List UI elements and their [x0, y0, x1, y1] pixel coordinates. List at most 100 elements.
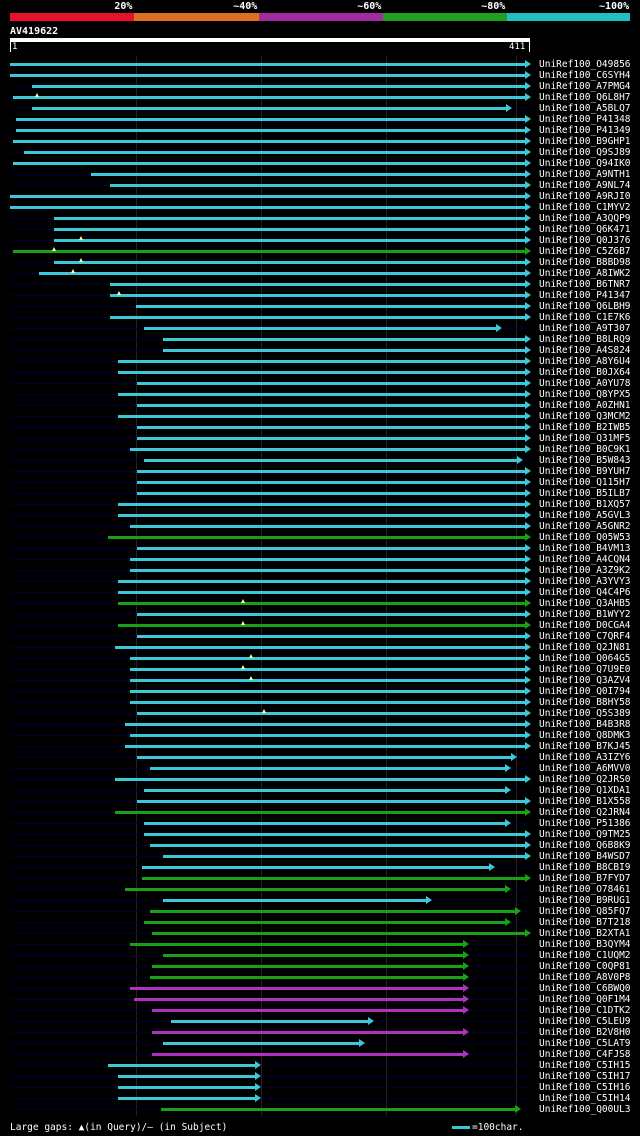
hit-name-link[interactable]: UniRef100_A5GNR2	[539, 521, 631, 532]
hit-name-link[interactable]: UniRef100_A8IWK2	[539, 268, 631, 279]
hit-name-link[interactable]: UniRef100_A8Y6U4	[539, 356, 631, 367]
hit-name-link[interactable]: UniRef100_B4WSD7	[539, 851, 631, 862]
hit-row: UniRef100_Q7U9E0	[0, 664, 640, 675]
hit-name-link[interactable]: UniRef100_Q0F1M4	[539, 994, 631, 1005]
hit-name-link[interactable]: UniRef100_Q0J376	[539, 235, 631, 246]
hit-name-link[interactable]: UniRef100_B0JX64	[539, 367, 631, 378]
hit-name-link[interactable]: UniRef100_A3Z9K2	[539, 565, 631, 576]
hit-name-link[interactable]: UniRef100_Q3AHB5	[539, 598, 631, 609]
hit-name-link[interactable]: UniRef100_C1MYV2	[539, 202, 631, 213]
hit-name-link[interactable]: UniRef100_B2V8H0	[539, 1027, 631, 1038]
hit-name-link[interactable]: UniRef100_A3YVY3	[539, 576, 631, 587]
hit-name-link[interactable]: UniRef100_B8CBI9	[539, 862, 631, 873]
hit-name-link[interactable]: UniRef100_C5IH17	[539, 1071, 631, 1082]
hit-name-link[interactable]: UniRef100_Q00UL3	[539, 1104, 631, 1115]
hit-name-link[interactable]: UniRef100_P41349	[539, 125, 631, 136]
hit-name-link[interactable]: UniRef100_Q6B8K9	[539, 840, 631, 851]
hit-name-link[interactable]: UniRef100_A9T307	[539, 323, 631, 334]
hit-name-link[interactable]: UniRef100_P41347	[539, 290, 631, 301]
hit-name-link[interactable]: UniRef100_A3QQP9	[539, 213, 631, 224]
arrow-head-icon	[525, 137, 531, 145]
hit-name-link[interactable]: UniRef100_C6SYH4	[539, 70, 631, 81]
hit-name-link[interactable]: UniRef100_B4B3R8	[539, 719, 631, 730]
hit-name-link[interactable]: UniRef100_Q9TM25	[539, 829, 631, 840]
hit-name-link[interactable]: UniRef100_B0C9K1	[539, 444, 631, 455]
hit-name-link[interactable]: UniRef100_B2XTA1	[539, 928, 631, 939]
hit-name-link[interactable]: UniRef100_B1WYY2	[539, 609, 631, 620]
hit-name-link[interactable]: UniRef100_P51386	[539, 818, 631, 829]
hit-name-link[interactable]: UniRef100_B7T218	[539, 917, 631, 928]
alignment-bar	[10, 74, 526, 77]
hit-name-link[interactable]: UniRef100_Q9SJ89	[539, 147, 631, 158]
hit-name-link[interactable]: UniRef100_Q8YPX5	[539, 389, 631, 400]
hit-name-link[interactable]: UniRef100_B8HY58	[539, 697, 631, 708]
hit-name-link[interactable]: UniRef100_A9NTH1	[539, 169, 631, 180]
hit-name-link[interactable]: UniRef100_Q5S389	[539, 708, 631, 719]
hit-name-link[interactable]: UniRef100_B5ILB7	[539, 488, 631, 499]
hit-name-link[interactable]: UniRef100_Q3AZV4	[539, 675, 631, 686]
hit-name-link[interactable]: UniRef100_Q1XDA1	[539, 785, 631, 796]
hit-name-link[interactable]: UniRef100_A9NL74	[539, 180, 631, 191]
hit-name-link[interactable]: UniRef100_O78461	[539, 884, 631, 895]
hit-name-link[interactable]: UniRef100_A6MVV0	[539, 763, 631, 774]
hit-name-link[interactable]: UniRef100_C5LAT9	[539, 1038, 631, 1049]
hit-name-link[interactable]: UniRef100_Q2JN81	[539, 642, 631, 653]
arrow-head-icon	[511, 753, 518, 761]
hit-name-link[interactable]: UniRef100_B1XQ57	[539, 499, 631, 510]
hit-name-link[interactable]: UniRef100_C4FJS8	[539, 1049, 631, 1060]
hit-name-link[interactable]: UniRef100_B7FYD7	[539, 873, 631, 884]
hit-name-link[interactable]: UniRef100_Q6LBH9	[539, 301, 631, 312]
hit-name-link[interactable]: UniRef100_Q6K471	[539, 224, 631, 235]
hit-name-link[interactable]: UniRef100_C5LEU9	[539, 1016, 631, 1027]
hit-name-link[interactable]: UniRef100_Q2JRS0	[539, 774, 631, 785]
hit-name-link[interactable]: UniRef100_O49856	[539, 59, 631, 70]
hit-name-link[interactable]: UniRef100_B5W843	[539, 455, 631, 466]
hit-name-link[interactable]: UniRef100_B4VM13	[539, 543, 631, 554]
hit-name-link[interactable]: UniRef100_Q8DMK3	[539, 730, 631, 741]
hit-name-link[interactable]: UniRef100_A9RJI0	[539, 191, 631, 202]
hit-name-link[interactable]: UniRef100_A3IZY6	[539, 752, 631, 763]
hit-name-link[interactable]: UniRef100_B2IWB5	[539, 422, 631, 433]
hit-name-link[interactable]: UniRef100_C5IH14	[539, 1093, 631, 1104]
hit-name-link[interactable]: UniRef100_A4S824	[539, 345, 631, 356]
hit-name-link[interactable]: UniRef100_A8V0P8	[539, 972, 631, 983]
hit-name-link[interactable]: UniRef100_Q2JRN4	[539, 807, 631, 818]
hit-name-link[interactable]: UniRef100_A7PMG4	[539, 81, 631, 92]
hit-name-link[interactable]: UniRef100_B3QYM4	[539, 939, 631, 950]
hit-name-link[interactable]: UniRef100_C6BWQ0	[539, 983, 631, 994]
hit-name-link[interactable]: UniRef100_B9GHP1	[539, 136, 631, 147]
hit-name-link[interactable]: UniRef100_C1DTK2	[539, 1005, 631, 1016]
hit-name-link[interactable]: UniRef100_B7KJ45	[539, 741, 631, 752]
hit-name-link[interactable]: UniRef100_Q94IK0	[539, 158, 631, 169]
hit-name-link[interactable]: UniRef100_C1E7K6	[539, 312, 631, 323]
hit-name-link[interactable]: UniRef100_C7QRF4	[539, 631, 631, 642]
hit-name-link[interactable]: UniRef100_Q0I794	[539, 686, 631, 697]
hit-name-link[interactable]: UniRef100_C5Z6B7	[539, 246, 631, 257]
hit-name-link[interactable]: UniRef100_Q064G5	[539, 653, 631, 664]
hit-name-link[interactable]: UniRef100_Q7U9E0	[539, 664, 631, 675]
hit-name-link[interactable]: UniRef100_B9YUH7	[539, 466, 631, 477]
hit-name-link[interactable]: UniRef100_B8BD98	[539, 257, 631, 268]
hit-name-link[interactable]: UniRef100_Q31MF5	[539, 433, 631, 444]
hit-name-link[interactable]: UniRef100_Q3MCM2	[539, 411, 631, 422]
hit-name-link[interactable]: UniRef100_Q4C4P6	[539, 587, 631, 598]
hit-name-link[interactable]: UniRef100_P41348	[539, 114, 631, 125]
hit-name-link[interactable]: UniRef100_C5IH16	[539, 1082, 631, 1093]
hit-name-link[interactable]: UniRef100_Q05W53	[539, 532, 631, 543]
hit-name-link[interactable]: UniRef100_D0CGA4	[539, 620, 631, 631]
hit-name-link[interactable]: UniRef100_C1UQM2	[539, 950, 631, 961]
hit-name-link[interactable]: UniRef100_A0YU78	[539, 378, 631, 389]
hit-name-link[interactable]: UniRef100_A0ZHN1	[539, 400, 631, 411]
hit-name-link[interactable]: UniRef100_B9RUG1	[539, 895, 631, 906]
hit-name-link[interactable]: UniRef100_C0QP81	[539, 961, 631, 972]
hit-name-link[interactable]: UniRef100_Q85FQ7	[539, 906, 631, 917]
hit-name-link[interactable]: UniRef100_C5IH15	[539, 1060, 631, 1071]
hit-name-link[interactable]: UniRef100_Q115H7	[539, 477, 631, 488]
hit-name-link[interactable]: UniRef100_B6TNR7	[539, 279, 631, 290]
hit-name-link[interactable]: UniRef100_A5GVL3	[539, 510, 631, 521]
hit-name-link[interactable]: UniRef100_A4CQN4	[539, 554, 631, 565]
hit-name-link[interactable]: UniRef100_B8LRQ9	[539, 334, 631, 345]
hit-name-link[interactable]: UniRef100_Q6L8H7	[539, 92, 631, 103]
hit-name-link[interactable]: UniRef100_B1X558	[539, 796, 631, 807]
hit-name-link[interactable]: UniRef100_A5BLQ7	[539, 103, 631, 114]
